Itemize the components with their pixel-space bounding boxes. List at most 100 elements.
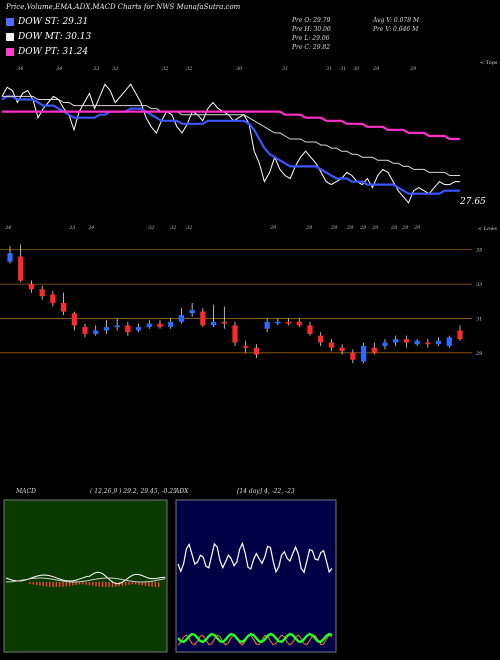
top-marker-label: 29: [409, 66, 417, 72]
low-marker-label: 29: [371, 225, 379, 231]
info-pre-open: Pre O: 29.79: [292, 17, 331, 24]
adx-panel: [175, 499, 337, 653]
ema-mid-line: [2, 95, 460, 176]
macd-signal-line: [5, 577, 166, 583]
candle-body: [135, 327, 142, 331]
last-price-label: 27.65: [460, 197, 486, 207]
candle-body: [393, 339, 399, 343]
low-marker-label: 28: [390, 225, 397, 231]
info-pre-high: Pre H: 30.00: [292, 26, 331, 33]
top-marker-label: 31: [282, 66, 288, 72]
candle-body: [60, 303, 67, 312]
macd-params: ( 12,26,9 ) 29.2, 29.45, -0.25: [90, 488, 177, 495]
candle-body: [93, 330, 99, 334]
low-marker-layer: 34 33 34 32 32 32 29 29 29 29 29 29 28 29 29: [5, 225, 421, 231]
candle-body: [253, 347, 260, 355]
low-marker-label: 29: [359, 225, 367, 231]
candle-layer: [7, 244, 463, 364]
low-marker-label: 32: [186, 225, 192, 231]
low-marker-label: 29: [305, 225, 313, 231]
candle-body: [200, 311, 206, 326]
low-marker-label: 29: [346, 225, 354, 231]
legend-label-mt: DOW MT: 30.13: [18, 32, 92, 42]
lows-label: < Lows: [478, 226, 497, 232]
candle-body: [221, 321, 227, 324]
candle-body: [264, 321, 270, 329]
legend-swatch-mt: [6, 33, 14, 41]
macd-label: MACD: [16, 488, 36, 495]
macd-panel: [3, 499, 168, 653]
candle-body: [425, 342, 431, 345]
legend-swatch-pt: [6, 48, 14, 56]
candle-body: [189, 309, 195, 314]
low-marker-label: 34: [5, 225, 11, 231]
candle-body: [371, 347, 377, 353]
candle-body: [350, 352, 356, 360]
low-marker-label: 33: [69, 225, 75, 231]
candle-body: [339, 347, 345, 352]
candle-body: [285, 321, 292, 324]
low-marker-label: 32: [170, 225, 176, 231]
top-marker-label: 34: [56, 66, 62, 72]
ema-layer: [1, 83, 460, 204]
candle-body: [435, 340, 442, 345]
top-marker-label: 33: [93, 66, 99, 72]
low-marker-label: 29: [401, 225, 409, 231]
candle-body: [275, 321, 281, 324]
candle-body: [382, 342, 388, 346]
candle-body: [18, 256, 24, 281]
candle-body: [446, 337, 452, 346]
low-marker-label: 29: [269, 225, 277, 231]
info-pre-volume: Pre V: 0.646 M: [373, 26, 419, 33]
candle-body: [7, 253, 13, 262]
chart-title: Price,Volume,EMA,ADX,MACD Charts for NWS…: [6, 3, 241, 11]
price-tick-label: 31: [476, 316, 482, 322]
candle-body: [82, 327, 88, 334]
macd-line: [5, 571, 166, 585]
top-marker-layer: 34 34 33 32 32 32 30 31 31 31 30 29 29: [17, 66, 417, 72]
candle-body: [243, 345, 249, 348]
candle-body: [307, 325, 313, 334]
top-marker-label: 31: [326, 66, 332, 72]
candle-body: [146, 323, 152, 328]
candle-body: [178, 315, 185, 322]
ema-long-line: [2, 110, 460, 141]
legend-swatch-st: [6, 18, 14, 26]
adx-label: ADX: [175, 488, 189, 495]
tops-label: < Tops: [480, 60, 498, 66]
info-pre-close: Pre C: 29.82: [292, 44, 331, 51]
top-marker-label: 31: [340, 66, 346, 72]
low-marker-label: 34: [88, 225, 94, 231]
candle-body: [360, 345, 367, 362]
info-pre-low: Pre L: 29.06: [292, 35, 330, 42]
di-minus-line: [177, 634, 333, 646]
di-plus-line: [177, 632, 333, 644]
macd-layer: [5, 571, 166, 587]
price-line: [1, 83, 460, 204]
legend-dow-mt: DOW MT: 30.13: [6, 32, 91, 42]
candle-body: [328, 342, 335, 348]
candle-body: [403, 339, 410, 343]
top-marker-label: 30: [236, 66, 243, 72]
candle-body: [71, 313, 77, 326]
legend-label-pt: DOW PT: 31.24: [18, 47, 89, 57]
candle-body: [318, 335, 324, 343]
legend-label-st: DOW ST: 29.31: [18, 17, 89, 27]
top-marker-label: 32: [112, 66, 118, 72]
candle-body: [232, 325, 238, 343]
candle-grid-layer: 35 33 31 29: [0, 248, 483, 357]
candle-body: [103, 327, 110, 331]
price-tick-label: 35: [476, 248, 482, 254]
candle-body: [50, 294, 56, 303]
adx-params: [14 day] 4, -22, -23: [237, 488, 295, 495]
legend-dow-pt: DOW PT: 31.24: [6, 47, 88, 57]
low-marker-label: 29: [413, 225, 421, 231]
top-marker-label: 30: [353, 66, 360, 72]
candle-body: [114, 325, 120, 328]
adx-line: [177, 541, 333, 574]
low-marker-label: 32: [148, 225, 154, 231]
info-avg-volume: Avg V: 0.078 M: [373, 17, 420, 24]
candle-body: [157, 323, 163, 328]
ema-short-line: [1, 95, 460, 195]
top-marker-label: 32: [162, 66, 168, 72]
